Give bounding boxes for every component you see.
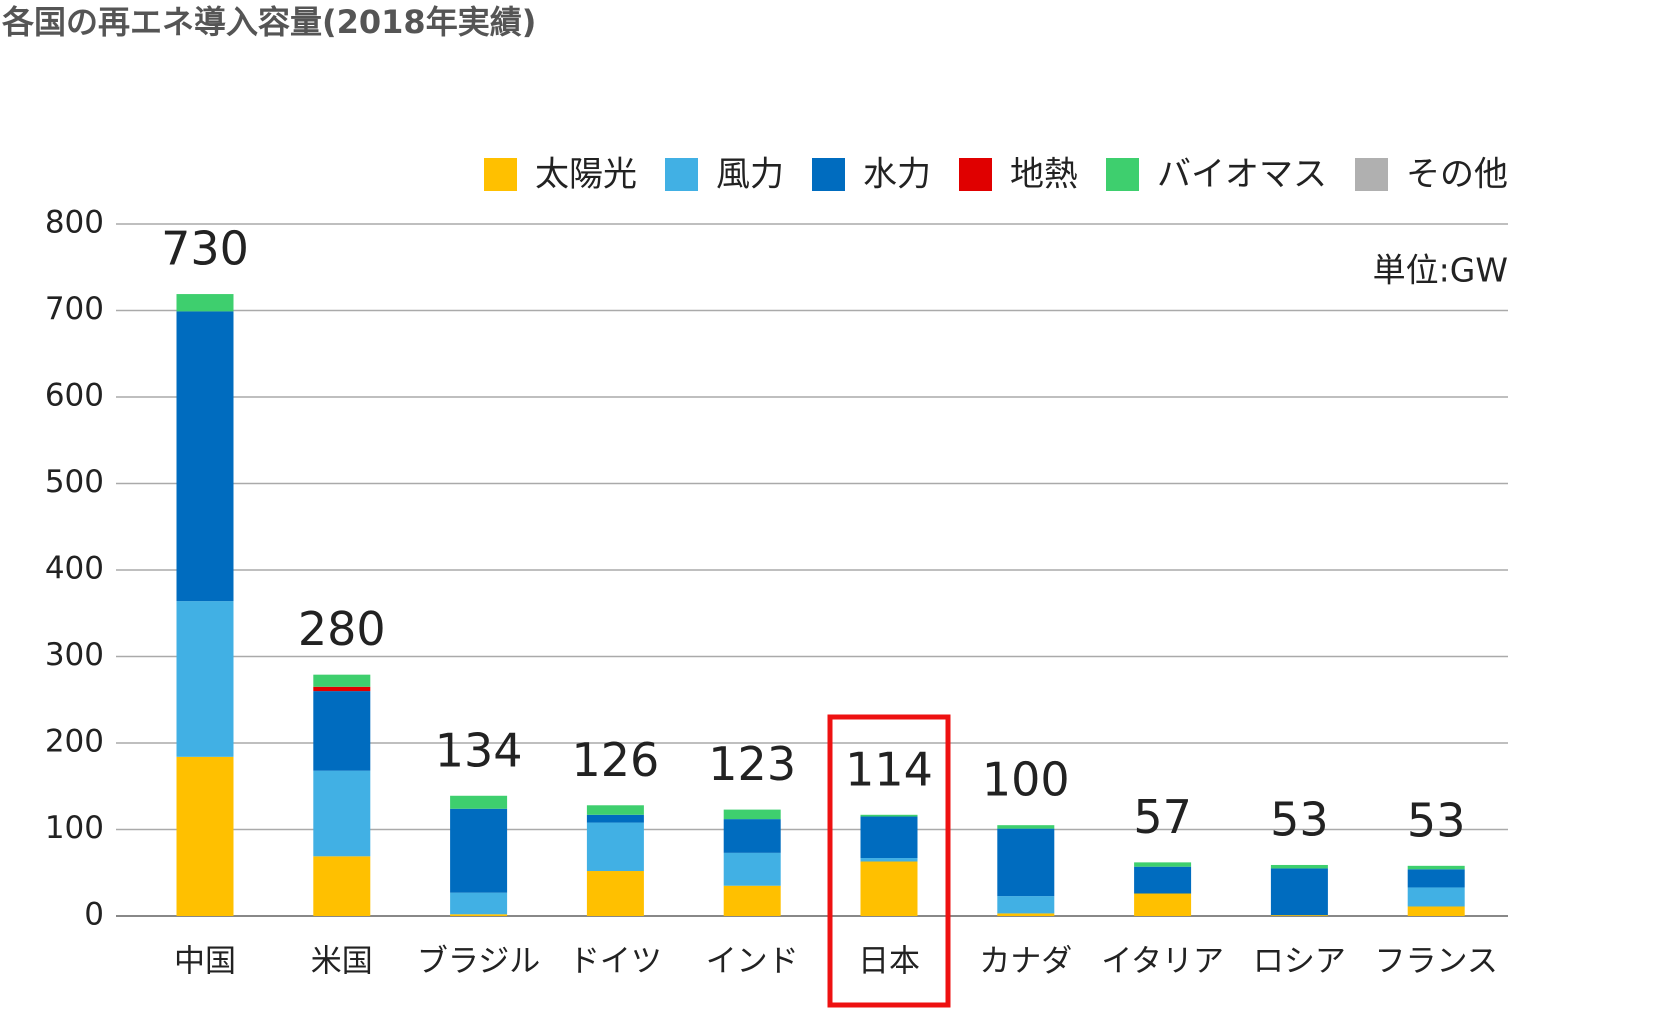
bar-segment <box>723 852 781 886</box>
bar-segment <box>586 871 644 916</box>
chart-title: 各国の再エネ導入容量(2018年実績) <box>2 3 536 41</box>
legend-label: その他 <box>1406 155 1508 195</box>
bar-segment <box>1270 915 1328 916</box>
x-tick-label: フランス <box>1375 944 1498 980</box>
total-label: 114 <box>845 742 933 796</box>
bar-segment <box>1407 869 1465 888</box>
bar-segment <box>313 770 371 857</box>
x-tick-label: イタリア <box>1101 944 1224 980</box>
bar-segment <box>1407 865 1465 870</box>
bar-segment <box>860 814 918 817</box>
x-tick-label: 日本 <box>858 944 920 980</box>
y-tick-label: 0 <box>84 897 104 933</box>
y-tick-label: 800 <box>45 205 104 241</box>
legend-swatch <box>1106 158 1139 191</box>
total-label: 100 <box>982 753 1070 807</box>
total-label: 730 <box>161 222 249 276</box>
bar-segment <box>1270 864 1328 869</box>
bar-segment <box>997 896 1055 914</box>
x-tick-label: ロシア <box>1253 944 1346 980</box>
bar-segment <box>450 795 508 809</box>
bar-segment <box>1134 866 1192 894</box>
legend-swatch <box>812 158 845 191</box>
y-tick-label: 200 <box>45 724 104 760</box>
bar-segment <box>1134 893 1192 916</box>
legend-swatch <box>665 158 698 191</box>
bar-segment <box>1270 868 1328 916</box>
x-tick-label: カナダ <box>979 944 1072 980</box>
unit-label: 単位:GW <box>1373 251 1508 290</box>
legend-label: 地熱 <box>1010 155 1078 195</box>
legend-label: 風力 <box>716 155 784 195</box>
legend-swatch <box>1355 158 1388 191</box>
bar-segment <box>176 294 234 312</box>
bar-segment <box>586 805 644 815</box>
legend-swatch <box>484 158 517 191</box>
bar-segment <box>860 858 918 862</box>
bar-segment <box>313 674 371 687</box>
bar-segment <box>176 756 234 916</box>
y-tick-label: 700 <box>45 291 104 327</box>
bar-segment <box>997 825 1055 829</box>
x-tick-label: インド <box>706 944 799 980</box>
total-label: 126 <box>571 733 659 787</box>
bar-segment <box>176 311 234 602</box>
highlight-box <box>827 714 951 1008</box>
x-tick-label: 中国 <box>174 944 236 980</box>
y-tick-label: 300 <box>45 637 104 673</box>
y-tick-label: 500 <box>45 464 104 500</box>
bar-segment <box>723 819 781 853</box>
bar-segment <box>860 861 918 916</box>
bar-segment <box>313 686 371 692</box>
total-label: 123 <box>708 737 796 791</box>
bar-segment <box>586 814 644 823</box>
bar-segment <box>1407 906 1465 916</box>
bar-segment <box>1407 887 1465 907</box>
legend-label: 太陽光 <box>535 155 637 195</box>
bar-segment <box>176 601 234 757</box>
bar-segment <box>313 856 371 916</box>
bar-segment <box>450 914 508 916</box>
total-label: 57 <box>1133 790 1192 844</box>
bar-segment <box>450 808 508 893</box>
bar-segment <box>313 691 371 771</box>
total-label: 53 <box>1270 792 1329 846</box>
legend-label: バイオマス <box>1157 155 1327 195</box>
total-label: 280 <box>298 602 386 656</box>
y-tick-label: 600 <box>45 378 104 414</box>
x-tick-label: ブラジル <box>417 944 540 980</box>
bar-segment <box>586 822 644 872</box>
total-label: 53 <box>1407 793 1466 847</box>
x-tick-label: 米国 <box>311 944 373 980</box>
bar-segment <box>1134 862 1192 867</box>
bar-segment <box>997 828 1055 897</box>
bar-segment <box>450 892 508 915</box>
bar-segment <box>997 913 1055 916</box>
x-tick-label: ドイツ <box>569 944 662 980</box>
bar-segment <box>723 885 781 916</box>
bar-segment <box>860 816 918 859</box>
legend-swatch <box>959 158 992 191</box>
bar-segment <box>723 809 781 820</box>
y-tick-label: 400 <box>45 551 104 587</box>
y-tick-label: 100 <box>45 810 104 846</box>
legend-label: 水力 <box>863 155 931 195</box>
total-label: 134 <box>435 723 523 777</box>
